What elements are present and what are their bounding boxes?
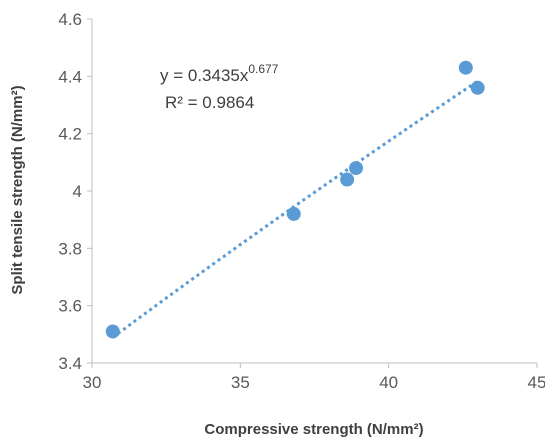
tick-labels: 30 35 40 45 3.4 3.6 3.8 4 4.2 4.4 4.6 [58,10,545,392]
y-tick-label: 4 [73,182,82,201]
r-squared-label: R² = 0.9864 [165,93,254,112]
data-points [105,60,485,339]
data-point [105,324,120,339]
trendline [111,79,479,339]
x-tick-label: 45 [528,373,545,392]
y-tick-label: 3.4 [58,354,82,373]
x-axis-title: Compressive strength (N/mm²) [204,421,423,438]
data-point [286,206,301,221]
y-tick-label: 4.2 [58,125,82,144]
y-tick-label: 3.6 [58,297,82,316]
x-tick-label: 35 [231,373,250,392]
data-point [340,172,355,187]
y-tick-label: 4.6 [58,10,82,29]
x-tick-label: 30 [83,373,102,392]
y-tick-label: 4.4 [58,67,82,86]
x-tick-label: 40 [379,373,398,392]
axes [87,18,538,368]
y-axis-title: Split tensile strength (N/mm²) [9,85,26,294]
data-point [458,60,473,75]
trendline-equation: y = 0.3435x0.677 [160,62,279,85]
data-point [349,161,364,176]
y-tick-label: 3.8 [58,239,82,258]
trendline-exponent: 0.677 [248,62,278,76]
trendline-group [111,79,479,339]
data-point [470,80,485,95]
